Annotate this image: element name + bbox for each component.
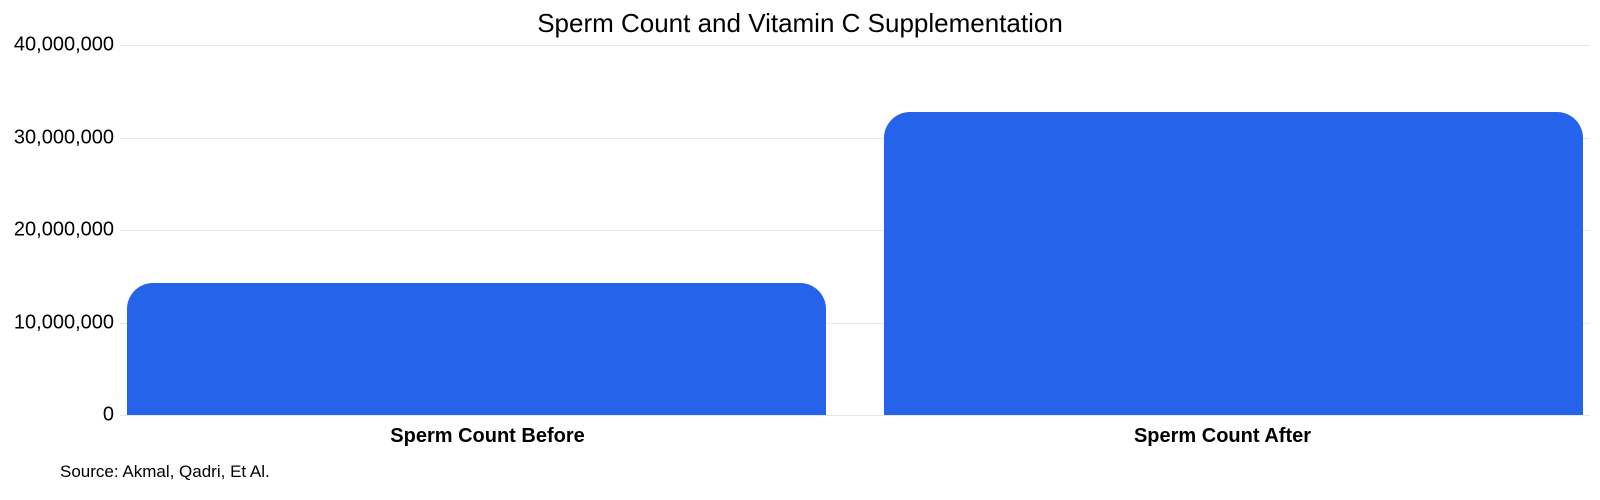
chart-title: Sperm Count and Vitamin C Supplementatio… [0, 8, 1600, 39]
y-tick-label: 30,000,000 [14, 126, 120, 149]
bar [127, 283, 825, 415]
bars-layer [120, 45, 1590, 415]
x-category-label: Sperm Count After [855, 425, 1590, 448]
y-tick-label: 20,000,000 [14, 219, 120, 242]
x-category-label: Sperm Count Before [120, 425, 855, 448]
y-tick-label: 10,000,000 [14, 311, 120, 334]
source-citation: Source: Akmal, Qadri, Et Al. [60, 462, 270, 482]
chart-container: Sperm Count and Vitamin C Supplementatio… [0, 0, 1600, 500]
gridline [120, 415, 1590, 416]
y-tick-label: 0 [103, 404, 120, 427]
plot-area: 010,000,00020,000,00030,000,00040,000,00… [120, 45, 1590, 415]
bar [884, 112, 1582, 415]
y-tick-label: 40,000,000 [14, 34, 120, 57]
